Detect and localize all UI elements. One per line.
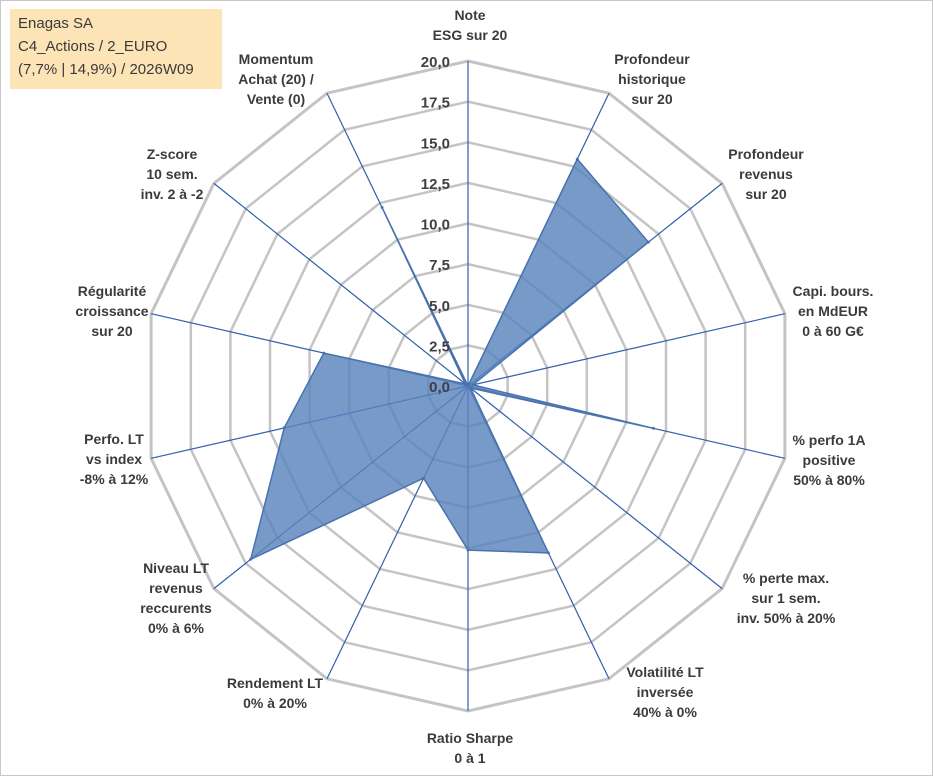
- data-point: [575, 157, 579, 161]
- axis-label: % perfo 1A positive 50% à 80%: [792, 432, 865, 488]
- axis-label: % perte max. sur 1 sem. inv. 50% à 20%: [737, 570, 836, 626]
- axis-spoke: [467, 385, 723, 590]
- data-point: [422, 476, 426, 480]
- tick-label: 12,5: [421, 176, 450, 193]
- info-box: Enagas SA C4_Actions / 2_EURO (7,7% | 14…: [10, 9, 222, 89]
- axis-label: Régularité croissance sur 20: [75, 283, 148, 339]
- info-company-name: Enagas SA: [18, 15, 94, 32]
- data-point: [646, 240, 650, 244]
- data-point: [469, 386, 472, 390]
- data-point: [249, 557, 253, 561]
- axis-label: Momentum Achat (20) / Vente (0): [238, 51, 314, 107]
- data-point: [282, 426, 286, 430]
- axis-label: Z-score 10 sem. inv. 2 à -2: [141, 146, 204, 202]
- data-point: [466, 384, 470, 388]
- tick-label: 5,0: [429, 298, 450, 315]
- tick-labels: 0,0 2,5 5,0 7,5 10,0 12,5 15,0 17,5 20,0: [421, 54, 450, 396]
- axis-spoke: [467, 313, 786, 387]
- axis-label: Capi. bours. en MdEUR 0 à 60 G€: [793, 283, 874, 339]
- tick-label: 0,0: [429, 379, 450, 396]
- axis-spoke: [213, 182, 469, 387]
- tick-label: 7,5: [429, 257, 450, 274]
- axis-labels: Note ESG sur 20 Profondeur historique sur 20…: [75, 7, 873, 766]
- tick-label: 15,0: [421, 135, 450, 152]
- axis-label: Perfo. LT vs index -8% à 12%: [80, 431, 149, 487]
- axis-label: Note ESG sur 20: [433, 7, 508, 43]
- axis-label: Rendement LT 0% à 20%: [227, 675, 324, 711]
- series-area: [249, 157, 654, 561]
- tick-label: 10,0: [421, 217, 450, 234]
- axis-label: Ratio Sharpe 0 à 1: [427, 730, 514, 766]
- data-point: [651, 426, 655, 430]
- axis-label: Niveau LT revenus reccurents 0% à 6%: [140, 560, 212, 636]
- tick-label: 17,5: [421, 95, 450, 112]
- axis-label: Profondeur historique sur 20: [614, 51, 690, 107]
- data-point: [464, 382, 467, 386]
- info-performance-week: (7,7% | 14,9%) / 2026W09: [18, 61, 194, 78]
- data-point: [380, 205, 384, 209]
- axis-label: Profondeur revenus sur 20: [728, 146, 804, 202]
- info-category: C4_Actions / 2_EURO: [18, 38, 168, 55]
- data-point: [322, 351, 326, 355]
- data-point: [471, 383, 475, 387]
- tick-label: 20,0: [421, 54, 450, 71]
- axis-label: Volatilité LT inversée 40% à 0%: [626, 664, 704, 720]
- data-point: [466, 548, 470, 552]
- tick-label: 2,5: [429, 338, 450, 355]
- data-point: [546, 551, 550, 555]
- data-series: [249, 157, 655, 561]
